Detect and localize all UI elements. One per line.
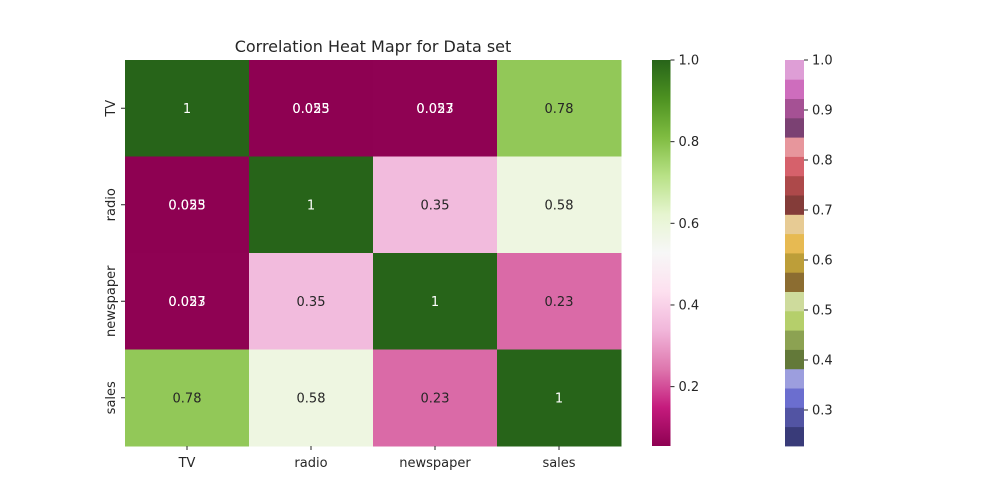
colorbar-segment [785, 156, 804, 177]
colorbar-segment [785, 291, 804, 312]
cell-label-overlap: 0.023 [168, 198, 205, 213]
colorbar-segment [785, 79, 804, 99]
colorbar-segment [785, 195, 804, 215]
heatmap-cell [125, 156, 250, 254]
heatmap-cell [249, 156, 374, 254]
colorbar-segment [785, 426, 804, 447]
heatmap-cell [373, 60, 498, 157]
heatmap-cell [497, 60, 622, 157]
cell-label: 1 [555, 391, 563, 406]
colorbar-tab20b: 0.3 0.4 0.5 0.6 0.7 0.8 0.9 1.0 [785, 54, 833, 447]
cell-label: 0.057 [168, 295, 205, 310]
cell-label: 1 [431, 295, 439, 310]
colorbar-tick-label: 0.9 [812, 104, 833, 119]
colorbar-tick-label: 0.8 [812, 154, 833, 169]
chart-title: Correlation Heat Mapr for Data set [235, 37, 512, 56]
colorbar-segment [785, 330, 804, 350]
cell-label: 1 [183, 102, 191, 117]
colorbar-segment [785, 272, 804, 292]
x-tick-label: sales [542, 456, 575, 471]
x-tick-label: newspaper [399, 456, 471, 471]
heatmap-cell [373, 156, 498, 254]
heatmap-cell [125, 60, 250, 157]
colorbar-tick-label: 0.5 [812, 304, 833, 319]
colorbar-segment [785, 310, 804, 331]
heatmap-cell [125, 349, 250, 447]
colorbar-segment [785, 388, 804, 408]
cell-label: 0.055 [168, 198, 205, 213]
cell-label: 0.58 [545, 198, 574, 213]
heatmap-cell [373, 253, 498, 350]
colorbar-piyg: 0.2 0.4 0.6 0.8 1.0 [652, 54, 700, 446]
cell-label: 0.23 [421, 391, 450, 406]
colorbar-segment [785, 137, 804, 157]
colorbar-tick-label: 0.3 [812, 404, 833, 419]
colorbar-segment [785, 214, 804, 235]
colorbar-gradient [652, 60, 671, 446]
colorbar-tick-label: 0.7 [812, 204, 833, 219]
cell-label-overlap: 0.023 [168, 295, 205, 310]
y-tick-label: TV [104, 100, 119, 118]
x-tick-label: radio [294, 456, 327, 471]
cell-label: 0.78 [545, 102, 574, 117]
colorbar-segment [785, 117, 804, 138]
cell-label-overlap: 0.023 [292, 102, 329, 117]
colorbar-tick-label: 0.6 [812, 254, 833, 269]
heatmap-cell [249, 349, 374, 447]
heatmap-cell [497, 156, 622, 254]
colorbar-tick-label: 1.0 [679, 54, 700, 69]
heatmap-cell [373, 349, 498, 447]
cell-label: 0.055 [292, 102, 329, 117]
colorbar-tick-label: 1.0 [812, 54, 833, 69]
colorbar-tick-label: 0.4 [812, 354, 833, 369]
colorbar-tick-label: 0.4 [679, 298, 700, 313]
heatmap-cell [249, 253, 374, 350]
heatmap-cell [497, 253, 622, 350]
colorbar-segment [785, 175, 804, 196]
x-tick-label: TV [178, 456, 196, 471]
colorbar-tick-label: 0.8 [679, 135, 700, 150]
heatmap-cell [497, 349, 622, 447]
y-tick-label: sales [104, 381, 119, 414]
colorbar-segment [785, 407, 804, 428]
cell-label: 0.78 [173, 391, 202, 406]
colorbar-tick-label: 0.2 [679, 380, 700, 395]
colorbar-segment [785, 98, 804, 119]
cell-label: 1 [307, 198, 315, 213]
cell-label: 0.057 [416, 102, 453, 117]
cell-label: 0.23 [545, 295, 574, 310]
colorbar-segment [785, 233, 804, 254]
cell-label-overlap: 0.023 [416, 102, 453, 117]
colorbar-tick-label: 0.6 [679, 217, 700, 232]
colorbar-segment [785, 253, 804, 273]
y-tick-label: newspaper [104, 265, 119, 337]
colorbar-segment [785, 368, 804, 389]
heatmap-cell [125, 253, 250, 350]
cell-label: 0.58 [297, 391, 326, 406]
y-tick-label: radio [104, 188, 119, 221]
cell-label: 0.35 [297, 295, 326, 310]
colorbar-segment [785, 349, 804, 370]
colorbar-segment [785, 60, 804, 80]
heatmap-cell [249, 60, 374, 157]
cell-label: 0.35 [421, 198, 450, 213]
